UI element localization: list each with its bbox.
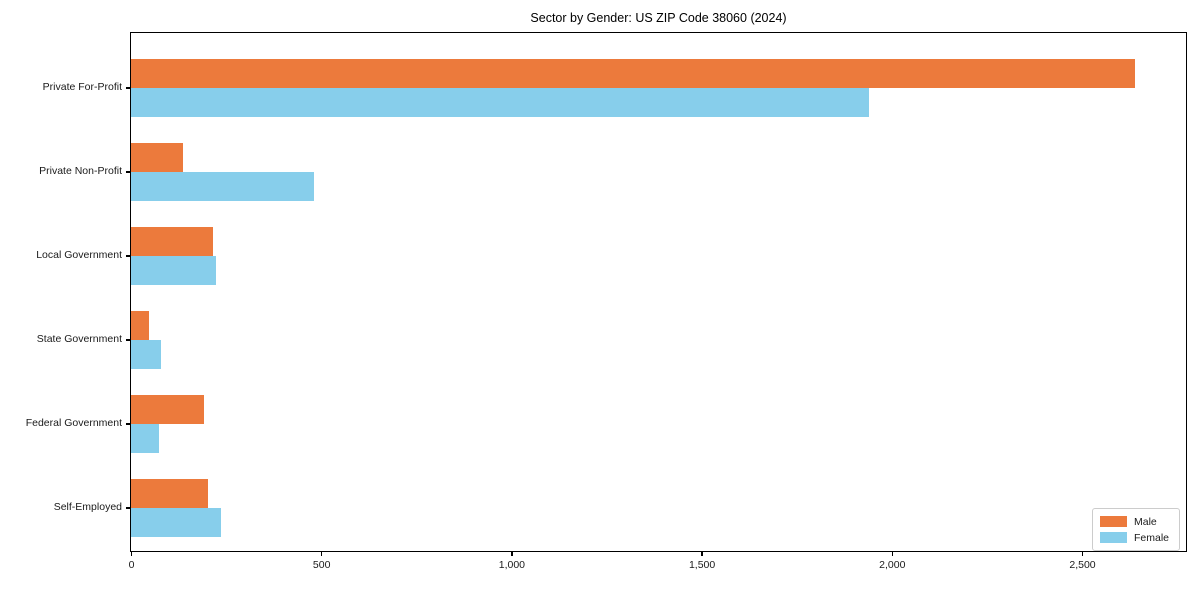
x-axis-label-2-000: 2,000 (879, 559, 906, 571)
bar-male-federal-government (131, 394, 205, 424)
bar-male-private-for-profit (131, 58, 1136, 88)
legend-swatch-male-icon (1100, 516, 1127, 527)
x-tick-mark (1081, 552, 1084, 556)
y-axis-label-private-non-profit: Private Non-Profit (39, 165, 122, 177)
x-axis-label-500: 500 (312, 559, 331, 571)
y-axis-label-state-government: State Government (36, 333, 122, 345)
bar-male-private-non-profit (131, 142, 184, 172)
y-tick-mark (126, 507, 130, 509)
bar-female-federal-government (131, 423, 160, 453)
bar-female-private-non-profit (131, 171, 314, 201)
x-axis-label-1-000: 1,000 (498, 559, 526, 571)
legend-entry-male: Male (1100, 516, 1172, 528)
x-tick-mark (320, 552, 323, 556)
chart-title: Sector by Gender: US ZIP Code 38060 (202… (530, 11, 787, 25)
y-tick-mark (126, 423, 130, 425)
y-axis-label-federal-government: Federal Government (25, 417, 122, 429)
y-tick-mark (126, 87, 130, 89)
y-axis-label-local-government: Local Government (36, 249, 122, 261)
legend-label-female: Female (1134, 531, 1170, 544)
bar-female-local-government (131, 255, 217, 285)
x-axis-label-2-500: 2,500 (1069, 559, 1096, 571)
bar-male-state-government (131, 310, 149, 340)
y-tick-mark (126, 171, 130, 173)
bar-female-state-government (131, 339, 162, 369)
x-tick-mark (511, 552, 513, 556)
x-tick-mark (130, 552, 133, 556)
x-axis-label-1-500: 1,500 (688, 559, 716, 571)
bar-female-private-for-profit (131, 87, 869, 117)
y-axis-label-self-employed: Self-Employed (53, 501, 122, 513)
bar-male-local-government (131, 226, 213, 256)
bar-female-self-employed (131, 507, 222, 537)
legend: Male Female (1092, 508, 1180, 551)
legend-swatch-female-icon (1100, 532, 1127, 543)
x-axis-label-0: 0 (128, 559, 135, 571)
legend-label-male: Male (1134, 515, 1157, 528)
bar-male-self-employed (131, 478, 208, 508)
y-axis-label-private-for-profit: Private For-Profit (42, 81, 122, 93)
x-tick-mark (891, 552, 894, 556)
y-tick-mark (126, 339, 130, 341)
plot-area (130, 32, 1187, 552)
legend-entry-female: Female (1100, 532, 1172, 544)
y-tick-mark (126, 255, 130, 257)
x-tick-mark (701, 552, 703, 556)
